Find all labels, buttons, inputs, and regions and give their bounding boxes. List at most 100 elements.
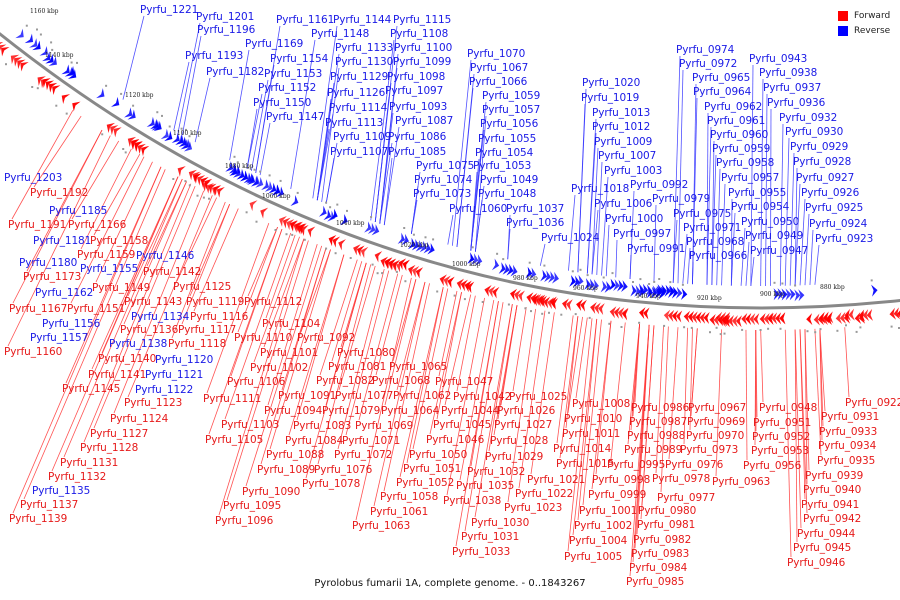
reverse-gene-label[interactable]: Pyrfu_0937 bbox=[763, 82, 822, 94]
reverse-gene-label[interactable]: Pyrfu_0929 bbox=[790, 141, 849, 153]
reverse-gene-label[interactable]: Pyrfu_1053 bbox=[473, 160, 532, 172]
forward-gene-label[interactable]: Pyrfu_1064 bbox=[381, 405, 440, 417]
reverse-gene-arrow[interactable] bbox=[576, 274, 585, 288]
forward-gene-arrow[interactable] bbox=[723, 314, 742, 328]
reverse-gene-arrow[interactable] bbox=[323, 209, 337, 224]
forward-gene-arrow[interactable] bbox=[186, 167, 201, 183]
forward-gene-label[interactable]: Pyrfu_1158 bbox=[90, 235, 149, 247]
reverse-gene-label[interactable]: Pyrfu_1221 bbox=[140, 4, 199, 16]
forward-gene-arrow[interactable] bbox=[779, 312, 786, 325]
forward-gene-arrow[interactable] bbox=[397, 257, 410, 272]
reverse-gene-arrow[interactable] bbox=[318, 205, 329, 219]
forward-gene-label[interactable]: Pyrfu_1140 bbox=[98, 353, 157, 365]
forward-gene-label[interactable]: Pyrfu_0956 bbox=[743, 460, 802, 472]
reverse-gene-arrow[interactable] bbox=[794, 289, 805, 302]
forward-gene-arrow[interactable] bbox=[351, 242, 369, 259]
forward-gene-label[interactable]: Pyrfu_0985 bbox=[626, 576, 685, 588]
reverse-gene-label[interactable]: Pyrfu_0943 bbox=[749, 53, 808, 65]
reverse-gene-label[interactable]: Pyrfu_1007 bbox=[598, 150, 657, 162]
reverse-gene-label[interactable]: Pyrfu_0968 bbox=[686, 236, 745, 248]
reverse-gene-label[interactable]: Pyrfu_1146 bbox=[136, 250, 195, 262]
forward-gene-label[interactable]: Pyrfu_1078 bbox=[302, 478, 361, 490]
reverse-gene-arrow[interactable] bbox=[24, 33, 37, 47]
reverse-gene-label[interactable]: Pyrfu_1120 bbox=[155, 354, 214, 366]
forward-gene-arrow[interactable] bbox=[175, 163, 186, 177]
forward-gene-label[interactable]: Pyrfu_1106 bbox=[227, 376, 286, 388]
legend-item-forward[interactable]: Forward bbox=[838, 8, 890, 23]
forward-gene-label[interactable]: Pyrfu_1045 bbox=[433, 419, 492, 431]
reverse-gene-label[interactable]: Pyrfu_1093 bbox=[389, 101, 448, 113]
forward-gene-label[interactable]: Pyrfu_1079 bbox=[322, 405, 381, 417]
forward-gene-arrow[interactable] bbox=[305, 224, 316, 238]
forward-gene-label[interactable]: Pyrfu_0981 bbox=[637, 519, 696, 531]
reverse-gene-label[interactable]: Pyrfu_1134 bbox=[131, 311, 190, 323]
reverse-gene-label[interactable]: Pyrfu_1070 bbox=[467, 48, 526, 60]
reverse-gene-label[interactable]: Pyrfu_1000 bbox=[605, 213, 664, 225]
reverse-gene-label[interactable]: Pyrfu_1169 bbox=[245, 38, 304, 50]
forward-gene-label[interactable]: Pyrfu_1028 bbox=[490, 435, 549, 447]
forward-gene-arrow[interactable] bbox=[326, 233, 341, 248]
reverse-gene-arrow[interactable] bbox=[584, 278, 600, 292]
forward-gene-label[interactable]: Pyrfu_1088 bbox=[266, 449, 325, 461]
forward-gene-arrow[interactable] bbox=[844, 308, 855, 322]
forward-gene-label[interactable]: Pyrfu_1069 bbox=[355, 420, 414, 432]
forward-gene-label[interactable]: Pyrfu_0933 bbox=[819, 426, 878, 438]
reverse-gene-label[interactable]: Pyrfu_1181 bbox=[33, 235, 92, 247]
reverse-gene-label[interactable]: Pyrfu_0936 bbox=[767, 97, 826, 109]
forward-gene-label[interactable]: Pyrfu_1065 bbox=[389, 361, 448, 373]
forward-gene-arrow[interactable] bbox=[561, 297, 573, 311]
forward-gene-label[interactable]: Pyrfu_1116 bbox=[190, 311, 249, 323]
forward-gene-label[interactable]: Pyrfu_1076 bbox=[314, 464, 373, 476]
reverse-gene-label[interactable]: Pyrfu_1060 bbox=[449, 203, 508, 215]
reverse-gene-label[interactable]: Pyrfu_0979 bbox=[652, 193, 711, 205]
reverse-gene-label[interactable]: Pyrfu_1087 bbox=[395, 115, 454, 127]
reverse-gene-arrow[interactable] bbox=[427, 242, 436, 256]
reverse-gene-label[interactable]: Pyrfu_1048 bbox=[478, 188, 537, 200]
forward-gene-label[interactable]: Pyrfu_1151 bbox=[67, 303, 126, 315]
forward-gene-label[interactable]: Pyrfu_1089 bbox=[257, 464, 316, 476]
reverse-gene-label[interactable]: Pyrfu_1133 bbox=[335, 42, 394, 54]
forward-gene-label[interactable]: Pyrfu_1096 bbox=[215, 515, 274, 527]
forward-gene-label[interactable]: Pyrfu_1191 bbox=[8, 219, 67, 231]
forward-gene-label[interactable]: Pyrfu_0940 bbox=[803, 484, 862, 496]
reverse-gene-arrow[interactable] bbox=[364, 221, 381, 237]
reverse-gene-label[interactable]: Pyrfu_0938 bbox=[759, 67, 818, 79]
reverse-gene-label[interactable]: Pyrfu_1057 bbox=[482, 104, 541, 116]
reverse-gene-arrow[interactable] bbox=[467, 252, 484, 267]
reverse-gene-arrow[interactable] bbox=[397, 232, 411, 248]
reverse-gene-label[interactable]: Pyrfu_1129 bbox=[330, 71, 389, 83]
forward-gene-label[interactable]: Pyrfu_1058 bbox=[380, 491, 439, 503]
reverse-gene-label[interactable]: Pyrfu_1086 bbox=[388, 131, 447, 143]
forward-gene-label[interactable]: Pyrfu_1042 bbox=[453, 391, 512, 403]
forward-gene-label[interactable]: Pyrfu_1011 bbox=[562, 428, 621, 440]
forward-gene-label[interactable]: Pyrfu_1110 bbox=[234, 332, 293, 344]
reverse-gene-arrow[interactable] bbox=[251, 175, 266, 190]
forward-gene-label[interactable]: Pyrfu_1094 bbox=[264, 405, 323, 417]
reverse-gene-arrow[interactable] bbox=[419, 240, 433, 255]
reverse-gene-label[interactable]: Pyrfu_1153 bbox=[264, 68, 323, 80]
forward-gene-label[interactable]: Pyrfu_0935 bbox=[817, 455, 876, 467]
forward-gene-label[interactable]: Pyrfu_1072 bbox=[334, 449, 393, 461]
forward-gene-arrow[interactable] bbox=[509, 288, 525, 303]
reverse-gene-label[interactable]: Pyrfu_1122 bbox=[135, 384, 194, 396]
reverse-gene-label[interactable]: Pyrfu_1006 bbox=[594, 198, 653, 210]
forward-gene-label[interactable]: Pyrfu_1102 bbox=[250, 362, 309, 374]
forward-gene-label[interactable]: Pyrfu_1145 bbox=[62, 383, 121, 395]
forward-gene-label[interactable]: Pyrfu_1081 bbox=[328, 361, 387, 373]
forward-gene-label[interactable]: Pyrfu_1061 bbox=[370, 506, 429, 518]
forward-gene-label[interactable]: Pyrfu_1127 bbox=[90, 428, 149, 440]
forward-gene-arrow[interactable] bbox=[438, 273, 455, 289]
forward-gene-label[interactable]: Pyrfu_1002 bbox=[574, 520, 633, 532]
reverse-gene-label[interactable]: Pyrfu_0991 bbox=[627, 243, 686, 255]
reverse-gene-arrow[interactable] bbox=[111, 96, 123, 110]
forward-gene-label[interactable]: Pyrfu_1131 bbox=[60, 457, 119, 469]
forward-gene-label[interactable]: Pyrfu_0986 bbox=[631, 402, 690, 414]
forward-gene-label[interactable]: Pyrfu_1022 bbox=[515, 488, 574, 500]
forward-gene-arrow[interactable] bbox=[39, 75, 61, 95]
reverse-gene-label[interactable]: Pyrfu_1099 bbox=[393, 56, 452, 68]
reverse-gene-label[interactable]: Pyrfu_1003 bbox=[604, 165, 663, 177]
forward-gene-label[interactable]: Pyrfu_1103 bbox=[221, 419, 280, 431]
reverse-gene-label[interactable]: Pyrfu_0975 bbox=[673, 208, 732, 220]
forward-gene-label[interactable]: Pyrfu_1139 bbox=[9, 513, 68, 525]
forward-gene-label[interactable]: Pyrfu_1033 bbox=[452, 546, 511, 558]
